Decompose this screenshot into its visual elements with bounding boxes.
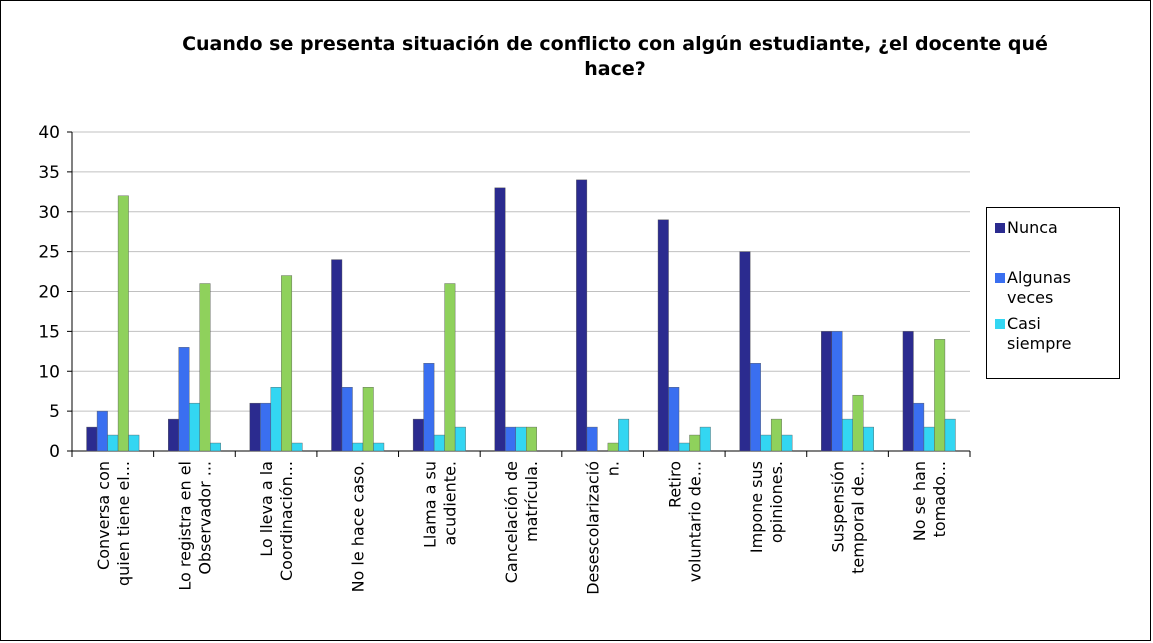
y-tick-label: 35 <box>38 163 60 183</box>
legend-swatch <box>995 273 1005 283</box>
bar <box>749 363 761 452</box>
category-label: Lo lleva a la <box>257 461 276 557</box>
legend: Nunca Algunas veces Casi siempre <box>986 207 1120 379</box>
bar <box>576 179 588 452</box>
bar <box>373 442 385 452</box>
bar <box>505 426 516 452</box>
category-label: n. <box>604 461 623 476</box>
bar <box>781 434 793 452</box>
bar <box>515 426 527 452</box>
bar <box>842 418 853 452</box>
bar <box>923 426 935 452</box>
y-tick-label: 40 <box>38 123 60 143</box>
category-label: Llama a su <box>420 461 439 548</box>
bar <box>821 331 832 452</box>
bar <box>433 434 445 452</box>
bar <box>270 387 282 452</box>
bar <box>352 442 364 452</box>
bar <box>852 394 864 452</box>
bar <box>668 387 680 452</box>
bar <box>168 418 179 452</box>
bar <box>699 426 711 452</box>
bar <box>189 402 200 452</box>
bar <box>249 402 261 452</box>
y-tick-label: 20 <box>38 283 60 303</box>
category-label: opiniones. <box>767 461 786 543</box>
category-label: No se han <box>910 461 929 541</box>
category-label: Coordinación... <box>277 461 296 581</box>
category-label: Observador ... <box>195 461 214 575</box>
bar <box>863 426 874 452</box>
bar <box>331 259 343 452</box>
category-label: temporal de... <box>849 461 868 574</box>
bar <box>86 426 98 452</box>
bar <box>934 339 946 452</box>
y-tick-label: 15 <box>38 322 60 342</box>
legend-label: Algunas veces <box>1007 268 1071 307</box>
legend-item-casi-siempre: Casi siempre <box>995 314 1107 354</box>
bar <box>902 331 914 452</box>
bar <box>444 283 456 452</box>
bar <box>760 434 772 452</box>
category-label: acudiente. <box>440 461 459 546</box>
bar <box>341 387 353 452</box>
category-label: Desescolarizació <box>584 461 603 595</box>
bar <box>913 402 925 452</box>
bar <box>178 347 190 452</box>
bar <box>199 283 211 452</box>
bar <box>423 363 435 452</box>
y-tick-label: 5 <box>49 402 60 422</box>
legend-label: Nunca <box>1007 218 1058 237</box>
category-label: Cancelación de <box>502 461 521 583</box>
legend-item-algunas-veces: Algunas veces <box>995 268 1107 308</box>
bar <box>117 195 129 452</box>
bar <box>494 187 506 452</box>
legend-item-nunca: Nunca <box>995 218 1107 238</box>
bar <box>107 434 119 452</box>
category-label: voluntario de... <box>685 461 704 582</box>
bar <box>128 434 140 452</box>
legend-swatch <box>995 319 1005 329</box>
chart-title: Cuando se presenta situación de conflict… <box>182 33 1048 80</box>
bar <box>454 426 466 452</box>
bar <box>618 418 630 452</box>
bar <box>739 251 751 452</box>
y-tick-label: 25 <box>38 243 60 263</box>
bar <box>586 426 598 452</box>
category-label: Conversa con <box>94 461 113 570</box>
bar <box>689 434 701 452</box>
category-label: Impone sus <box>747 461 766 553</box>
bar <box>944 418 956 452</box>
category-label: Retiro <box>665 461 684 508</box>
bar <box>210 442 221 452</box>
y-tick-label: 10 <box>38 362 60 382</box>
bar <box>291 442 303 452</box>
legend-label: Casi siempre <box>1007 314 1072 353</box>
y-tick-label: 30 <box>38 203 60 223</box>
y-tick-label: 0 <box>49 442 60 462</box>
category-label: Lo registra en el <box>175 461 194 591</box>
category-label: Suspensión <box>829 461 848 552</box>
category-label: tomado... <box>930 461 949 537</box>
legend-swatch <box>995 223 1005 233</box>
bar <box>657 219 669 452</box>
category-label: matrícula. <box>522 461 541 542</box>
bar <box>281 275 293 452</box>
category-label: quien tiene el... <box>114 461 133 586</box>
bar <box>831 331 843 452</box>
category-label: No le hace caso. <box>349 461 368 592</box>
bar <box>526 426 537 452</box>
bar <box>362 387 374 452</box>
bar <box>607 442 619 452</box>
bar <box>678 442 690 452</box>
bar <box>96 410 108 452</box>
bar <box>770 418 782 452</box>
bar <box>412 418 424 452</box>
bar <box>260 402 272 452</box>
